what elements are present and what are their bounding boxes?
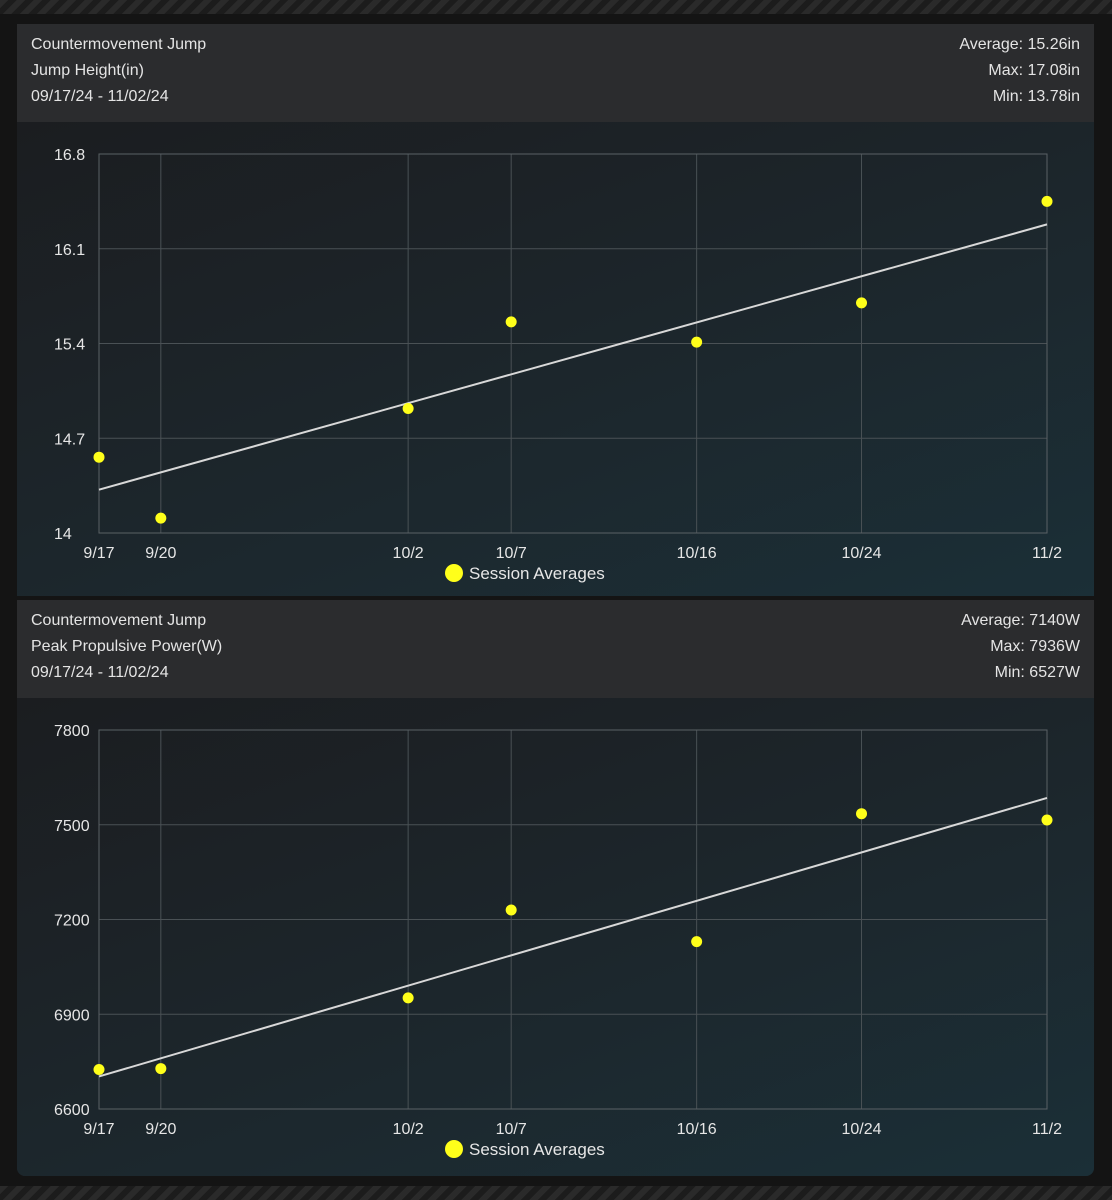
peak-power-scatter-chart: 6600 6900 7200 7500 7800 9/17 9/20 10/2 10/7 10/1…: [54, 723, 1062, 1159]
stat-min: Min: 13.78in: [992, 88, 1080, 105]
trendline: [98, 796, 1048, 1078]
x-tick-label: 9/17: [83, 545, 114, 562]
plot-frame: [98, 153, 1048, 534]
date-range: 09/17/24 - 11/02/24: [31, 664, 169, 681]
x-tick-label: 11/2: [1032, 545, 1062, 562]
plot-frame: [98, 729, 1048, 1110]
x-tick-label: 10/16: [677, 1121, 717, 1138]
data-point[interactable]: [1041, 195, 1053, 207]
y-tick-label: 7800: [54, 723, 90, 740]
x-tick-label: 10/2: [393, 545, 424, 562]
y-tick-label: 16.1: [54, 242, 85, 259]
x-tick-label: 10/24: [841, 545, 881, 562]
peak-power-chart-panel: Countermovement Jump Peak Propulsive Pow…: [17, 600, 1094, 1176]
stat-max: Max: 17.08in: [988, 62, 1080, 79]
legend-label: Session Averages: [469, 564, 605, 583]
x-tick-label: 9/17: [83, 1121, 114, 1138]
date-range: 09/17/24 - 11/02/24: [31, 88, 169, 105]
legend-label: Session Averages: [469, 1140, 605, 1159]
chart-header: Countermovement Jump Peak Propulsive Pow…: [17, 600, 1094, 698]
x-tick-label: 10/24: [841, 1121, 881, 1138]
test-name: Countermovement Jump: [31, 36, 207, 53]
x-tick-label: 10/7: [496, 545, 527, 562]
data-point[interactable]: [505, 316, 517, 328]
data-point[interactable]: [856, 297, 868, 309]
y-tick-label: 7200: [54, 913, 90, 930]
jump-height-scatter-chart: 14 14.7 15.4 16.1 16.8 9/17 9/20 10/2 10/7 10/16 1…: [54, 147, 1062, 583]
stat-average: Average: 15.26in: [959, 36, 1080, 53]
test-name: Countermovement Jump: [31, 612, 207, 629]
metric-name: Jump Height(in): [31, 62, 144, 79]
data-point[interactable]: [93, 1064, 105, 1076]
data-point[interactable]: [93, 451, 105, 463]
y-tick-label: 14: [54, 526, 72, 543]
x-tick-label: 9/20: [145, 1121, 176, 1138]
stat-average: Average: 7140W: [961, 612, 1080, 629]
stat-max: Max: 7936W: [990, 638, 1080, 655]
top-stripe: [0, 0, 1112, 14]
metric-name: Peak Propulsive Power(W): [31, 638, 223, 655]
stat-min: Min: 6527W: [994, 664, 1080, 681]
data-point[interactable]: [1041, 814, 1053, 826]
data-point[interactable]: [402, 402, 414, 414]
x-tick-label: 10/2: [393, 1121, 424, 1138]
bottom-stripe: [0, 1186, 1112, 1200]
chart-header: Countermovement Jump Jump Height(in) 09/…: [17, 24, 1094, 122]
x-tick-label: 11/2: [1032, 1121, 1062, 1138]
data-point[interactable]: [691, 336, 703, 348]
data-point[interactable]: [402, 992, 414, 1004]
plot-background: [17, 698, 1094, 1176]
x-tick-label: 10/16: [677, 545, 717, 562]
gridlines: [98, 153, 1048, 534]
y-tick-label: 16.8: [54, 147, 85, 164]
y-tick-label: 14.7: [54, 431, 85, 448]
gridlines: [98, 729, 1048, 1110]
legend-marker: [445, 1140, 463, 1158]
data-point[interactable]: [155, 512, 167, 524]
y-tick-label: 15.4: [54, 337, 85, 354]
x-tick-label: 10/7: [496, 1121, 527, 1138]
legend-marker: [445, 564, 463, 582]
jump-height-chart-panel: Countermovement Jump Jump Height(in) 09/…: [17, 24, 1094, 596]
data-point[interactable]: [691, 936, 703, 948]
trendline: [98, 223, 1048, 491]
data-point[interactable]: [505, 904, 517, 916]
y-tick-label: 6600: [54, 1102, 90, 1119]
plot-background: [17, 122, 1094, 596]
y-tick-label: 6900: [54, 1007, 90, 1024]
data-point[interactable]: [155, 1063, 167, 1075]
x-tick-label: 9/20: [145, 545, 176, 562]
y-tick-label: 7500: [54, 818, 90, 835]
data-point[interactable]: [856, 808, 868, 820]
